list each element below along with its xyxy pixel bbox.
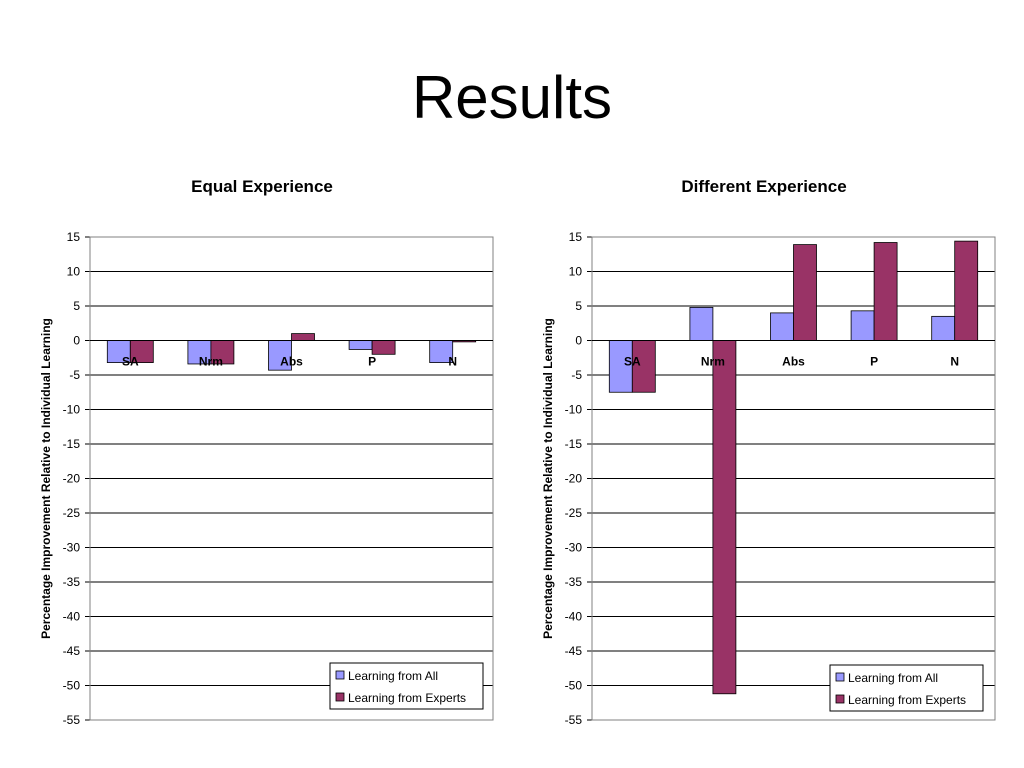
slide-title: Results [411, 64, 613, 131]
bar-learning-from-all-abs [770, 312, 794, 341]
bar-learning-from-experts-n [954, 240, 979, 341]
y-axis-label: Percentage Improvement Relative to Indiv… [541, 318, 555, 639]
y-tick-label: 15 [569, 230, 583, 244]
y-tick-label: -35 [565, 575, 583, 589]
bar-learning-from-experts-p [873, 242, 898, 341]
y-tick-label: 15 [67, 230, 81, 244]
legend-swatch-learning-from-all [835, 672, 845, 682]
legend-swatch-learning-from-experts [335, 692, 345, 702]
legend-label: Learning from Experts [848, 693, 966, 707]
y-tick-label: -55 [565, 713, 583, 727]
category-label: Abs [782, 355, 805, 369]
y-tick-label: -25 [565, 506, 583, 520]
category-label: N [950, 355, 959, 369]
chart-title: Equal Experience [191, 177, 333, 196]
legend-label: Learning from All [348, 669, 438, 683]
y-tick-label: 10 [569, 265, 583, 279]
y-tick-label: -55 [63, 713, 81, 727]
y-tick-label: -30 [565, 541, 583, 555]
plot-area [89, 236, 494, 721]
y-tick-label: 5 [575, 299, 582, 313]
category-label: N [448, 355, 457, 369]
y-tick-label: -40 [63, 610, 81, 624]
y-tick-label: -10 [565, 403, 583, 417]
y-tick-label: 5 [73, 299, 80, 313]
y-tick-label: -40 [565, 610, 583, 624]
category-label: SA [122, 355, 139, 369]
bar-learning-from-all-p [850, 310, 875, 341]
y-tick-label: 0 [575, 334, 582, 348]
legend-label: Learning from All [848, 671, 938, 685]
y-tick-label: -5 [69, 368, 80, 382]
category-label: Abs [280, 355, 303, 369]
y-tick-label: -15 [565, 437, 583, 451]
chart-title: Different Experience [681, 177, 846, 196]
y-tick-label: -45 [565, 644, 583, 658]
category-label: P [368, 355, 376, 369]
y-tick-label: 10 [67, 265, 81, 279]
y-tick-label: -10 [63, 403, 81, 417]
y-tick-label: -35 [63, 575, 81, 589]
y-tick-label: -45 [63, 644, 81, 658]
bar-learning-from-experts-abs [793, 244, 817, 341]
legend [329, 662, 484, 710]
bar-learning-from-experts-nrm [712, 340, 737, 695]
category-label: Nrm [701, 355, 725, 369]
category-label: SA [624, 355, 641, 369]
legend-swatch-learning-from-experts [835, 694, 845, 704]
y-tick-label: -20 [63, 472, 81, 486]
y-tick-label: -5 [571, 368, 582, 382]
y-axis-label: Percentage Improvement Relative to Indiv… [39, 318, 53, 639]
bar-learning-from-all-n [931, 315, 956, 341]
category-label: Nrm [199, 355, 223, 369]
y-tick-label: -50 [565, 679, 583, 693]
category-label: P [870, 355, 878, 369]
y-tick-label: -25 [63, 506, 81, 520]
bar-learning-from-all-nrm [689, 306, 714, 341]
y-tick-label: 0 [73, 334, 80, 348]
y-tick-label: -50 [63, 679, 81, 693]
y-tick-label: -20 [565, 472, 583, 486]
legend-swatch-learning-from-all [335, 670, 345, 680]
y-tick-label: -15 [63, 437, 81, 451]
legend [829, 664, 984, 712]
legend-label: Learning from Experts [348, 691, 466, 705]
y-tick-label: -30 [63, 541, 81, 555]
plot-area [591, 236, 996, 721]
